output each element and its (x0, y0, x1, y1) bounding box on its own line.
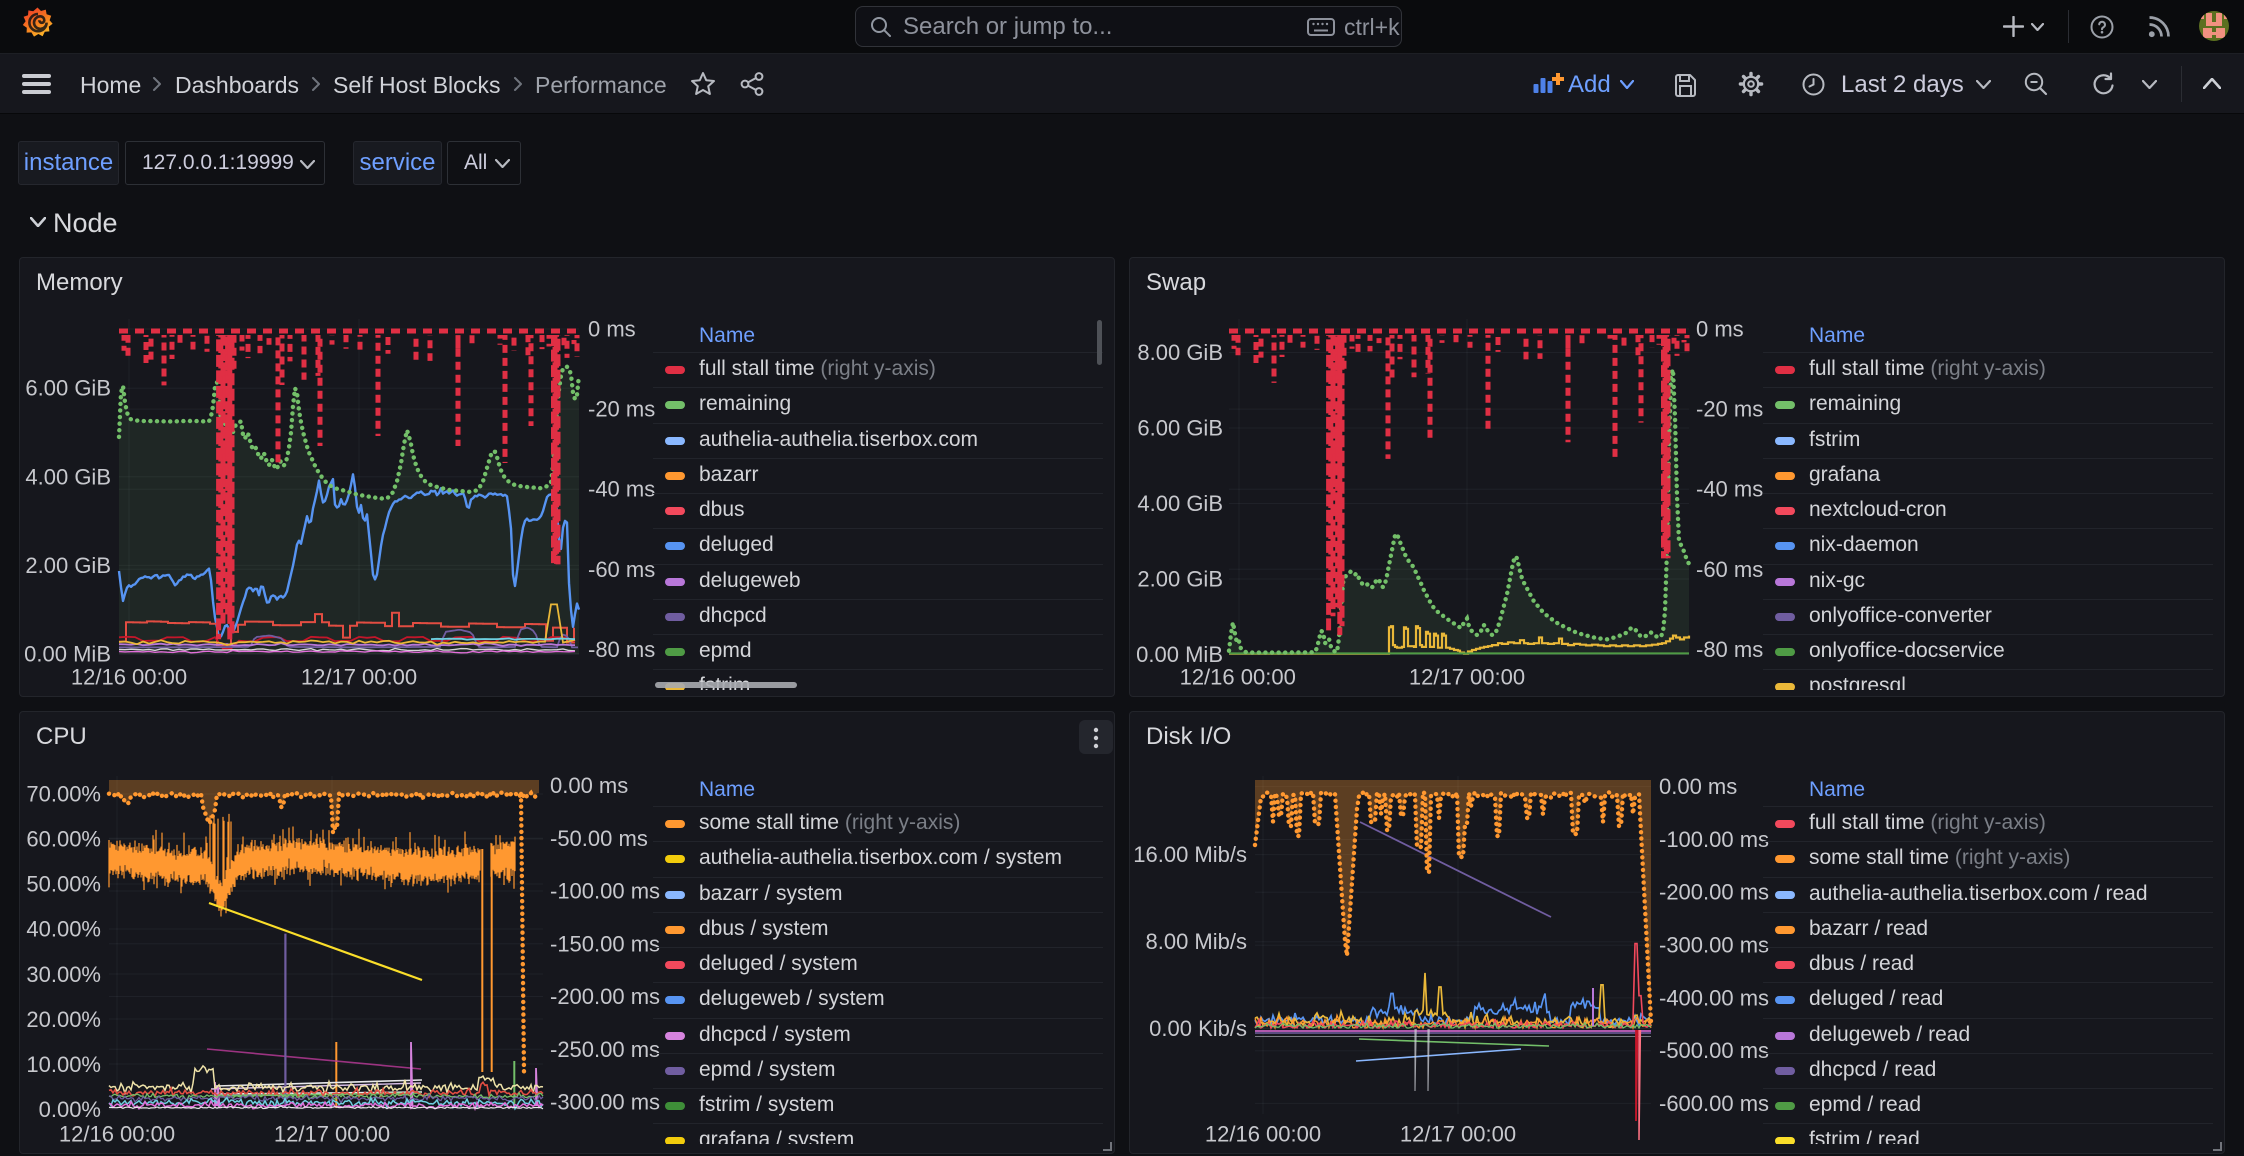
svg-text:-100.00 ms: -100.00 ms (1659, 827, 1769, 852)
svg-text:0.00 MiB: 0.00 MiB (1136, 642, 1223, 667)
svg-text:2.00 GiB: 2.00 GiB (1137, 567, 1223, 592)
svg-text:-20 ms: -20 ms (588, 397, 655, 422)
svg-text:12/16 00:00: 12/16 00:00 (1180, 665, 1296, 690)
svg-text:30.00%: 30.00% (26, 962, 101, 987)
svg-text:-400.00 ms: -400.00 ms (1659, 985, 1769, 1010)
svg-text:4.00 GiB: 4.00 GiB (25, 464, 111, 489)
svg-text:2.00 GiB: 2.00 GiB (25, 553, 111, 578)
svg-text:12/17 00:00: 12/17 00:00 (274, 1122, 390, 1147)
svg-text:12/16 00:00: 12/16 00:00 (1205, 1122, 1321, 1147)
svg-text:-500.00 ms: -500.00 ms (1659, 1038, 1769, 1063)
svg-text:0 ms: 0 ms (588, 317, 636, 342)
svg-text:70.00%: 70.00% (26, 782, 101, 807)
svg-text:12/16 00:00: 12/16 00:00 (59, 1122, 175, 1147)
svg-text:8.00 Mib/s: 8.00 Mib/s (1146, 929, 1248, 954)
svg-text:-40 ms: -40 ms (1696, 477, 1763, 502)
svg-text:0.00%: 0.00% (39, 1097, 101, 1122)
svg-text:50.00%: 50.00% (26, 872, 101, 897)
svg-text:60.00%: 60.00% (26, 827, 101, 852)
svg-text:6.00 GiB: 6.00 GiB (1137, 416, 1223, 441)
svg-text:4.00 GiB: 4.00 GiB (1137, 491, 1223, 516)
svg-text:-20 ms: -20 ms (1696, 397, 1763, 422)
svg-text:40.00%: 40.00% (26, 917, 101, 942)
svg-text:12/17 00:00: 12/17 00:00 (1400, 1122, 1516, 1147)
svg-text:-200.00 ms: -200.00 ms (550, 984, 660, 1009)
svg-text:-200.00 ms: -200.00 ms (1659, 880, 1769, 905)
svg-text:-40 ms: -40 ms (588, 477, 655, 502)
svg-text:12/17 00:00: 12/17 00:00 (1409, 665, 1525, 690)
svg-text:-60 ms: -60 ms (588, 557, 655, 582)
svg-text:10.00%: 10.00% (26, 1052, 101, 1077)
svg-text:-300.00 ms: -300.00 ms (550, 1090, 660, 1115)
svg-text:-600.00 ms: -600.00 ms (1659, 1091, 1769, 1116)
svg-text:-80 ms: -80 ms (588, 637, 655, 662)
svg-text:-60 ms: -60 ms (1696, 557, 1763, 582)
svg-text:-300.00 ms: -300.00 ms (1659, 933, 1769, 958)
svg-text:0 ms: 0 ms (1696, 317, 1744, 342)
svg-text:0.00 ms: 0.00 ms (1659, 774, 1737, 799)
svg-text:-250.00 ms: -250.00 ms (550, 1037, 660, 1062)
svg-text:-100.00 ms: -100.00 ms (550, 879, 660, 904)
svg-text:20.00%: 20.00% (26, 1007, 101, 1032)
svg-text:-150.00 ms: -150.00 ms (550, 931, 660, 956)
svg-text:12/16 00:00: 12/16 00:00 (71, 665, 187, 690)
svg-text:8.00 GiB: 8.00 GiB (1137, 340, 1223, 365)
svg-text:12/17 00:00: 12/17 00:00 (301, 665, 417, 690)
svg-text:6.00 GiB: 6.00 GiB (25, 376, 111, 401)
svg-text:-50.00 ms: -50.00 ms (550, 826, 648, 851)
svg-text:16.00 Mib/s: 16.00 Mib/s (1133, 842, 1247, 867)
svg-text:0.00 MiB: 0.00 MiB (24, 642, 111, 667)
svg-text:-80 ms: -80 ms (1696, 637, 1763, 662)
svg-text:0.00 Kib/s: 0.00 Kib/s (1149, 1016, 1247, 1041)
svg-text:0.00 ms: 0.00 ms (550, 773, 628, 798)
